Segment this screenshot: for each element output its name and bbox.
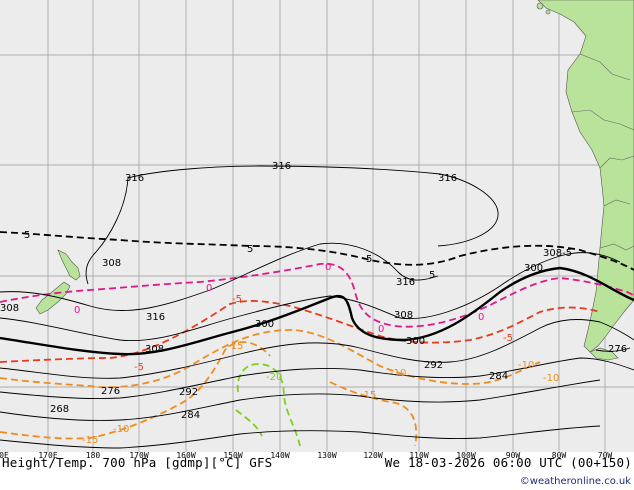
temp-label: -10	[113, 424, 129, 435]
contour-284	[0, 357, 634, 399]
height-label: 316	[125, 173, 144, 184]
height-label: 316	[146, 312, 165, 323]
contour-316-south	[0, 242, 439, 311]
new-zealand-north-island	[57, 249, 81, 281]
isotherm-minus-15	[0, 341, 271, 440]
lon-label: 70W	[597, 451, 613, 460]
lon-label: 170E	[38, 451, 58, 460]
height-label: 268	[50, 404, 69, 415]
lon-label: 100W	[456, 451, 476, 460]
lon-label: 80W	[551, 451, 567, 460]
temp-label: -10	[543, 373, 559, 384]
lon-label: 180	[85, 451, 101, 460]
height-labels: 316 316 316 308 308 316 316 308 308-5 30…	[0, 161, 627, 421]
lon-label: 0E	[0, 451, 9, 460]
height-label: 308	[0, 303, 19, 314]
height-label: 308	[394, 310, 413, 321]
height-label: 316	[396, 277, 415, 288]
island	[536, 2, 544, 10]
country-borders	[571, 53, 634, 251]
isotherm-minus-5	[0, 300, 601, 363]
land-masses	[35, 0, 634, 353]
temp-label: 0	[74, 305, 80, 316]
tierra-del-fuego	[589, 347, 619, 361]
contour-276-east	[595, 347, 631, 352]
isotherm-minus-20-b	[235, 409, 263, 437]
height-label: 308	[102, 258, 121, 269]
ocean-background	[0, 0, 634, 452]
longitude-labels: 0E 170E 180 170W 160W 150W 140W 130W 120…	[0, 451, 634, 461]
lon-label: 160W	[176, 451, 196, 460]
map-footer	[0, 452, 634, 490]
contour-300	[0, 266, 634, 356]
temp-label: 5	[429, 270, 435, 281]
temp-label: 5	[247, 244, 253, 255]
contour-292	[0, 319, 634, 379]
lon-label: 90W	[505, 451, 521, 460]
height-label: 276	[608, 344, 627, 355]
height-label: 300	[406, 336, 425, 347]
height-label: 316	[438, 173, 457, 184]
temp-label: -15	[82, 435, 98, 446]
height-label: 284	[489, 371, 508, 382]
contour-316-west	[85, 177, 129, 285]
temp-label: 0	[206, 283, 212, 294]
temp-label: 0	[478, 312, 484, 323]
temp-label: -15	[360, 390, 376, 401]
lon-label: 120W	[363, 451, 383, 460]
temp-label: 5	[366, 254, 372, 265]
height-contours	[0, 165, 634, 449]
height-label: 284	[181, 410, 200, 421]
contour-316-north	[127, 165, 499, 247]
temp-label: -5	[134, 362, 144, 373]
temperature-labels: 5 5 5 5 0 0 0 0 0 -5 -5 -5 -10 -10 -10 -…	[24, 230, 559, 446]
height-label: 316	[272, 161, 291, 172]
map-title: Height/Temp. 700 hPa [gdmp][°C] GFS	[2, 455, 273, 470]
temp-label: 0	[325, 262, 331, 273]
lon-label: 130W	[317, 451, 337, 460]
lon-label: 110W	[409, 451, 429, 460]
map-canvas: 316 316 316 308 308 316 316 308 308-5 30…	[0, 0, 634, 452]
island	[545, 9, 551, 15]
height-label: 308	[145, 344, 164, 355]
temp-label: -20	[266, 372, 282, 383]
height-label: 292	[424, 360, 443, 371]
isotherm-minus-20	[236, 363, 301, 447]
temp-label: 0	[378, 324, 384, 335]
temp-label: -5	[232, 294, 242, 305]
isotherm-minus-10	[0, 329, 541, 389]
isotherm-0	[0, 262, 634, 328]
lon-label: 150W	[223, 451, 243, 460]
isotherms	[0, 231, 634, 447]
temp-label: -15	[227, 341, 243, 352]
new-zealand-south-island	[35, 281, 71, 315]
height-label: 292	[179, 387, 198, 398]
forecast-datetime: We 18-03-2026 06:00 UTC (00+150)	[384, 455, 632, 470]
temp-label: -5	[503, 333, 513, 344]
height-label: 276	[101, 386, 120, 397]
contour-268	[0, 425, 601, 449]
isotherm-5	[0, 231, 634, 271]
south-america	[537, 0, 634, 353]
temp-label: 5	[24, 230, 30, 241]
temp-label: -10	[518, 360, 534, 371]
contour-276	[0, 379, 601, 421]
credit-link[interactable]: ©weatheronline.co.uk	[519, 476, 631, 487]
height-label: 300	[255, 319, 274, 330]
lon-label: 140W	[270, 451, 290, 460]
temp-label: -10	[390, 368, 406, 379]
height-label: 300	[524, 263, 543, 274]
isotherm-minus-15-east	[329, 381, 418, 447]
lon-label: 170W	[129, 451, 149, 460]
height-label: 308-5	[543, 248, 572, 259]
